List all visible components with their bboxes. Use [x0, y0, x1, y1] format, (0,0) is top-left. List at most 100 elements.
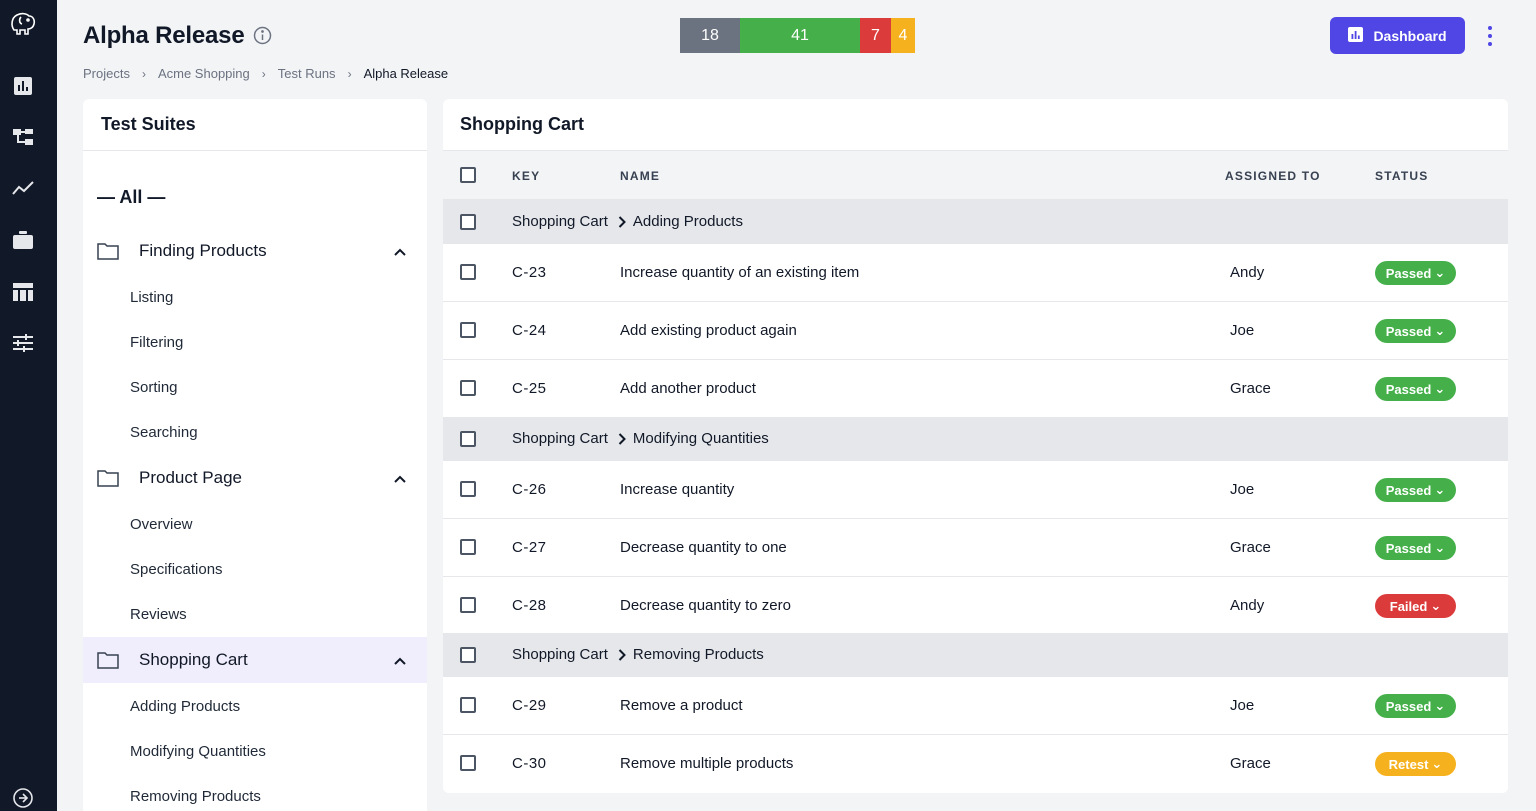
test-suites-panel: Test Suites — All — Finding Products Lis…	[83, 99, 427, 811]
elephant-logo-icon[interactable]	[8, 10, 38, 38]
case-assignee: Grace	[1230, 755, 1271, 772]
case-assignee: Grace	[1230, 380, 1271, 397]
group-name: Removing Products	[632, 646, 764, 663]
chevron-right-icon: ›	[347, 66, 352, 81]
folder-icon	[97, 469, 119, 492]
case-assignee: Joe	[1230, 322, 1255, 339]
status-label: Failed	[1389, 598, 1428, 614]
suite-adding-products[interactable]: Adding Products	[130, 698, 241, 715]
row-checkbox[interactable]	[460, 322, 476, 338]
table-row[interactable]: C-25 Add another product Grace Passed ⌄	[443, 360, 1508, 418]
suite-specifications[interactable]: Specifications	[130, 561, 223, 578]
test-suites-title: Test Suites	[83, 99, 427, 151]
suite-overview[interactable]: Overview	[130, 516, 193, 533]
row-checkbox[interactable]	[460, 539, 476, 555]
suite-all[interactable]: — All —	[97, 187, 166, 207]
case-name[interactable]: Remove a product	[620, 697, 743, 714]
briefcase-icon[interactable]	[11, 228, 35, 252]
hierarchy-icon[interactable]	[11, 125, 35, 149]
case-name[interactable]: Remove multiple products	[620, 755, 794, 772]
group-parent: Shopping Cart	[512, 213, 608, 230]
group-checkbox[interactable]	[460, 647, 476, 663]
group-checkbox[interactable]	[460, 214, 476, 230]
suite-sorting[interactable]: Sorting	[130, 379, 178, 396]
status-badge[interactable]: Passed ⌄	[1375, 261, 1456, 285]
case-key: C-23	[512, 264, 547, 281]
group-parent: Shopping Cart	[512, 430, 608, 447]
group-name: Modifying Quantities	[632, 430, 769, 447]
case-name[interactable]: Add existing product again	[620, 322, 797, 339]
breadcrumb: Projects › Acme Shopping › Test Runs › A…	[83, 66, 448, 81]
table-row[interactable]: C-30 Remove multiple products Grace Rete…	[443, 735, 1508, 793]
column-status[interactable]: STATUS	[1375, 169, 1429, 183]
expand-circle-icon[interactable]	[11, 786, 35, 810]
group-checkbox[interactable]	[460, 431, 476, 447]
row-checkbox[interactable]	[460, 481, 476, 497]
table-row[interactable]: C-26 Increase quantity Joe Passed ⌄	[443, 461, 1508, 519]
case-key: C-28	[512, 597, 547, 614]
suite-removing-products[interactable]: Removing Products	[130, 788, 261, 805]
status-badge[interactable]: Failed ⌄	[1375, 594, 1456, 618]
folder-shopping-cart[interactable]: Shopping Cart	[83, 637, 427, 683]
info-icon[interactable]	[253, 26, 272, 45]
folder-label: Product Page	[139, 468, 243, 487]
breadcrumb-projects[interactable]: Projects	[83, 66, 130, 81]
row-checkbox[interactable]	[460, 380, 476, 396]
trend-line-icon[interactable]	[11, 176, 35, 200]
breadcrumb-current: Alpha Release	[363, 66, 449, 81]
select-all-checkbox[interactable]	[460, 167, 476, 183]
status-badge[interactable]: Passed ⌄	[1375, 319, 1456, 343]
stat-failed: 7	[860, 18, 891, 53]
folder-icon	[97, 242, 119, 265]
case-name[interactable]: Decrease quantity to one	[620, 539, 787, 556]
suite-reviews[interactable]: Reviews	[130, 606, 187, 623]
status-badge[interactable]: Retest ⌄	[1375, 752, 1456, 776]
chevron-down-icon: ⌄	[1431, 756, 1443, 771]
status-badge[interactable]: Passed ⌄	[1375, 694, 1456, 718]
row-checkbox[interactable]	[460, 755, 476, 771]
case-name[interactable]: Increase quantity of an existing item	[620, 264, 860, 281]
table-row[interactable]: C-27 Decrease quantity to one Grace Pass…	[443, 519, 1508, 577]
chevron-up-icon[interactable]	[393, 653, 407, 671]
status-label: Passed	[1385, 381, 1432, 397]
table-row[interactable]: C-28 Decrease quantity to zero Andy Fail…	[443, 577, 1508, 635]
row-checkbox[interactable]	[460, 697, 476, 713]
chevron-down-icon: ⌄	[1434, 265, 1446, 280]
dashboard-button[interactable]: Dashboard	[1330, 17, 1465, 54]
kebab-icon[interactable]	[1480, 24, 1500, 48]
table-icon[interactable]	[11, 280, 35, 304]
folder-product-page[interactable]: Product Page	[83, 455, 427, 501]
case-key: C-30	[512, 755, 547, 772]
breadcrumb-test-runs[interactable]: Test Runs	[277, 66, 336, 81]
case-name[interactable]: Add another product	[620, 380, 756, 397]
column-key[interactable]: KEY	[512, 169, 541, 183]
status-badge[interactable]: Passed ⌄	[1375, 478, 1456, 502]
row-checkbox[interactable]	[460, 597, 476, 613]
sliders-icon[interactable]	[11, 331, 35, 355]
chevron-up-icon[interactable]	[393, 471, 407, 489]
breadcrumb-acme-shopping[interactable]: Acme Shopping	[157, 66, 250, 81]
suite-searching[interactable]: Searching	[130, 424, 198, 441]
suite-filtering[interactable]: Filtering	[130, 334, 184, 351]
table-row[interactable]: C-23 Increase quantity of an existing it…	[443, 244, 1508, 302]
bar-chart-icon[interactable]	[11, 74, 35, 98]
suite-listing[interactable]: Listing	[130, 289, 174, 306]
table-row[interactable]: C-29 Remove a product Joe Passed ⌄	[443, 677, 1508, 735]
status-label: Passed	[1385, 698, 1432, 714]
status-badge[interactable]: Passed ⌄	[1375, 377, 1456, 401]
chevron-up-icon[interactable]	[393, 244, 407, 262]
row-checkbox[interactable]	[460, 264, 476, 280]
table-row[interactable]: C-24 Add existing product again Joe Pass…	[443, 302, 1508, 360]
column-assigned-to[interactable]: ASSIGNED TO	[1225, 169, 1321, 183]
status-label: Passed	[1385, 323, 1432, 339]
status-label: Retest	[1388, 756, 1429, 772]
status-summary-bar: 18 41 7 4	[680, 18, 915, 53]
case-name[interactable]: Decrease quantity to zero	[620, 597, 791, 614]
status-badge[interactable]: Passed ⌄	[1375, 536, 1456, 560]
suite-modifying-quantities[interactable]: Modifying Quantities	[130, 743, 266, 760]
chevron-right-icon: ›	[261, 66, 266, 81]
case-name[interactable]: Increase quantity	[620, 481, 735, 498]
column-name[interactable]: NAME	[620, 169, 661, 183]
folder-finding-products[interactable]: Finding Products	[83, 228, 427, 274]
chevron-right-icon: ›	[141, 66, 146, 81]
